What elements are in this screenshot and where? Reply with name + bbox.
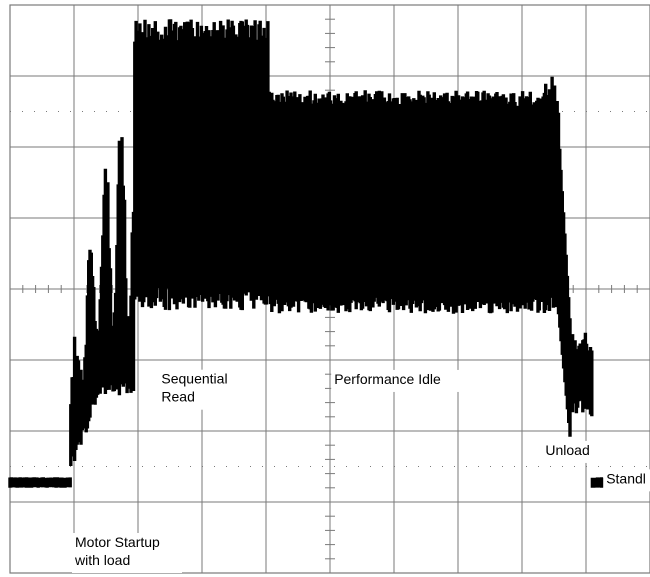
annotation-label: Performance Idle (331, 369, 466, 392)
trace-segment-unload (542, 76, 594, 437)
trace-layer (8, 19, 650, 488)
annotation-text: with load (74, 552, 130, 568)
annotation-box (603, 469, 650, 492)
annotation-label: Standl (603, 469, 650, 492)
annotation-box (72, 533, 182, 573)
annotation-label: Unload (542, 440, 597, 463)
annotation-box (542, 440, 597, 463)
trace-segment-band (267, 90, 547, 314)
annotation-text: Read (161, 389, 194, 405)
annotation-box (331, 369, 466, 392)
annotation-text: Motor Startup (75, 534, 160, 550)
annotation-text: Sequential (161, 371, 227, 387)
annotation-layer: Motor Startup with load Sequential Read Perf… (72, 369, 650, 573)
annotation-box (158, 369, 245, 410)
annotation-text: Performance Idle (334, 371, 441, 387)
annotation-text: Unload (545, 442, 589, 458)
annotation-text: Standl (606, 470, 646, 486)
trace-segment-band (133, 19, 270, 311)
annotation-label: Motor Startup with load (72, 533, 182, 573)
trace-segment-startup (69, 137, 136, 466)
annotation-label: Sequential Read (158, 369, 245, 410)
trace-segment-flat (8, 477, 72, 488)
